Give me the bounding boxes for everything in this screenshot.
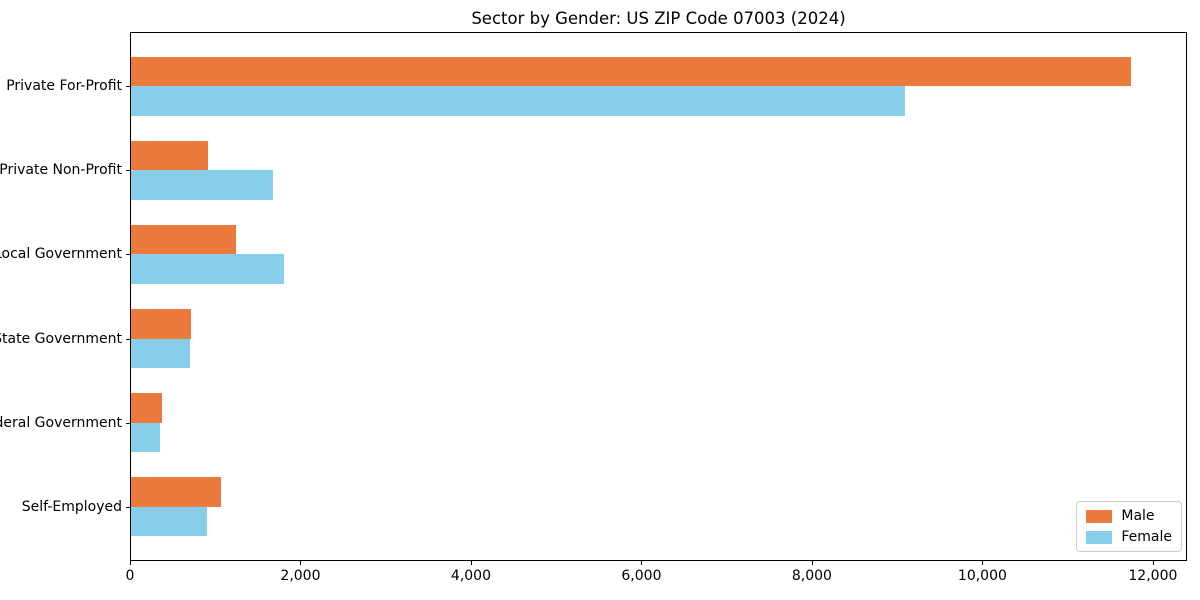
bar-male-6 [131, 477, 222, 507]
bar-male-5 [131, 393, 162, 423]
legend: Male Female [1076, 501, 1182, 552]
y-tick-label-3: Local Government [0, 246, 122, 263]
bar-female-6 [131, 506, 207, 537]
bar-female-4 [131, 338, 190, 368]
bar-male-4 [131, 309, 191, 339]
x-tick-label-7: 12,000 [1128, 568, 1178, 584]
x-tick-label-6: 10,000 [957, 568, 1007, 584]
y-tick-label-6: Self-Employed [21, 499, 122, 516]
legend-label-male: Male [1121, 508, 1155, 524]
bar-male-3 [131, 225, 236, 255]
x-tick-1 [130, 561, 131, 565]
legend-item-female: Female [1086, 529, 1172, 545]
legend-swatch-female [1086, 530, 1113, 544]
x-tick-5 [811, 561, 813, 565]
x-tick-label-4: 6,000 [621, 568, 662, 584]
bar-male-2 [131, 141, 208, 171]
y-tick-label-5: Federal Government [0, 415, 122, 432]
y-tick-4 [126, 338, 130, 340]
chart-title: Sector by Gender: US ZIP Code 07003 (202… [471, 9, 846, 28]
x-tick-label-3: 4,000 [450, 568, 491, 584]
bar-female-5 [131, 422, 160, 452]
plot-area: Male Female [130, 32, 1187, 561]
y-tick-label-2: Private Non-Profit [0, 161, 122, 178]
y-tick-5 [126, 423, 130, 425]
legend-item-male: Male [1086, 508, 1172, 524]
bar-male-1 [131, 56, 1131, 87]
x-tick-label-2: 2,000 [280, 568, 321, 584]
legend-label-female: Female [1121, 529, 1172, 545]
x-tick-4 [641, 561, 643, 565]
y-tick-label-4: State Government [0, 330, 122, 347]
bar-female-1 [131, 86, 906, 116]
x-tick-3 [470, 561, 472, 565]
bar-female-3 [131, 254, 285, 284]
bar-female-2 [131, 170, 274, 200]
legend-swatch-male [1086, 509, 1113, 523]
y-tick-1 [126, 85, 130, 87]
x-tick-label-5: 8,000 [791, 568, 832, 584]
x-tick-label-1: 0 [125, 568, 135, 584]
x-tick-2 [300, 561, 302, 565]
x-tick-7 [1152, 561, 1154, 565]
y-tick-3 [126, 254, 130, 256]
y-tick-6 [126, 507, 130, 509]
y-tick-label-1: Private For-Profit [6, 77, 122, 94]
y-tick-2 [126, 169, 130, 171]
x-tick-6 [982, 561, 984, 565]
